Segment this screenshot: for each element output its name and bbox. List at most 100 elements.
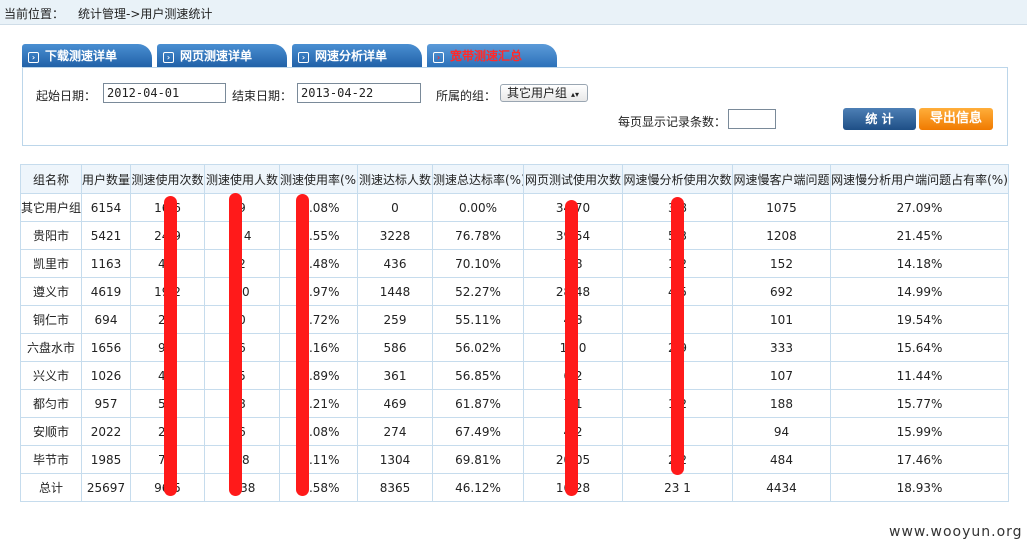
- table-cell: 107: [732, 361, 831, 390]
- tab-speed-analysis-detail[interactable]: › 网速分析详单: [292, 44, 422, 68]
- group-select[interactable]: 其它用户组 ▴▾: [500, 84, 588, 102]
- table-cell: 6 .16%: [279, 333, 358, 362]
- table-cell: 55.11%: [432, 305, 524, 334]
- header-user-count: 用户数量: [81, 164, 131, 194]
- table-cell: 24 9: [130, 221, 205, 250]
- table-cell: 1448: [357, 277, 433, 306]
- table-cell: 0: [357, 193, 433, 222]
- table-cell: 58: [204, 445, 280, 474]
- table-cell: 361: [357, 361, 433, 390]
- table-cell: 4 4: [204, 221, 280, 250]
- table-cell: 61.87%: [432, 389, 524, 418]
- table-cell: 7 8: [523, 249, 623, 278]
- tab-download-speed-detail[interactable]: › 下载测速详单: [22, 44, 152, 68]
- tab-web-speed-detail[interactable]: › 网页测速详单: [157, 44, 287, 68]
- table-cell: 7 1: [523, 389, 623, 418]
- table-cell: 5: [204, 361, 280, 390]
- end-date-label: 结束日期：: [232, 89, 293, 103]
- watermark: www.wooyun.org: [889, 524, 1023, 540]
- filter-panel: [22, 67, 1008, 146]
- table-cell: 18.93%: [830, 473, 1009, 502]
- header-qualified-rate: 测速总达标率(%): [432, 164, 524, 194]
- end-date-input[interactable]: 2013-04-22: [297, 83, 421, 103]
- chevron-updown-icon: ▴▾: [571, 90, 580, 99]
- table-cell: 4 8: [523, 305, 623, 334]
- start-date-label: 起始日期：: [36, 89, 97, 103]
- table-cell: 25697: [81, 473, 131, 502]
- table-cell: 都匀市: [20, 389, 82, 418]
- table-cell: 1208: [732, 221, 831, 250]
- table-cell: 6 .72%: [279, 305, 358, 334]
- header-web-test-count: 网页测试使用次数: [523, 164, 623, 194]
- table-cell: 46.12%: [432, 473, 524, 502]
- table-cell: 15.99%: [830, 417, 1009, 446]
- table-cell: 2 3: [130, 417, 205, 446]
- table-cell: 3228: [357, 221, 433, 250]
- table-cell: 2: [204, 249, 280, 278]
- table-cell: 7 6: [130, 445, 205, 474]
- table-cell: 0.00%: [432, 193, 524, 222]
- stat-button[interactable]: 统 计: [843, 108, 916, 130]
- table-cell: 5 .48%: [279, 249, 358, 278]
- table-cell: 69.81%: [432, 445, 524, 474]
- header-qualified-users: 测速达标人数: [357, 164, 433, 194]
- table-cell: 4619: [81, 277, 131, 306]
- table-cell: 1 60: [523, 333, 623, 362]
- arrow-right-icon: ›: [433, 52, 444, 63]
- arrow-right-icon: ›: [298, 52, 309, 63]
- page-size-input[interactable]: [728, 109, 776, 129]
- table-cell: 总计: [20, 473, 82, 502]
- table-header-row: 组名称 用户数量 测速使用次数 测速使用人数 测速使用率(%) 测速达标人数 测…: [20, 164, 1009, 194]
- table-row: 遵义市 4619 19 2 70 5 .97% 1448 52.27% 28 48 4 5 692…: [20, 277, 1009, 306]
- table-cell: 96 5: [130, 473, 205, 502]
- table-cell: 17.46%: [830, 445, 1009, 474]
- table-cell: 14.18%: [830, 249, 1009, 278]
- table-cell: 15.77%: [830, 389, 1009, 418]
- table-cell: 1656: [81, 333, 131, 362]
- table-cell: 9: [622, 361, 733, 390]
- table-cell: 1163: [81, 249, 131, 278]
- table-cell: 六盘水市: [20, 333, 82, 362]
- table-cell: 469: [357, 389, 433, 418]
- table-cell: 1304: [357, 445, 433, 474]
- table-cell: 4 9: [130, 361, 205, 390]
- table-cell: 贵阳市: [20, 221, 82, 250]
- table-cell: 5: [622, 417, 733, 446]
- table-cell: 0: [204, 305, 280, 334]
- table-cell: 152: [732, 249, 831, 278]
- export-button[interactable]: 导出信息: [919, 108, 993, 130]
- table-cell: 11.44%: [830, 361, 1009, 390]
- table-cell: 20 05: [523, 445, 623, 474]
- table-cell: 其它用户组: [20, 193, 82, 222]
- table-cell: 6 2: [523, 361, 623, 390]
- page-size-label: 每页显示记录条数：: [618, 115, 727, 129]
- table-cell: 1075: [732, 193, 831, 222]
- table-cell: 484: [732, 445, 831, 474]
- table-cell: 274: [357, 417, 433, 446]
- tab-broadband-summary[interactable]: › 宽带测速汇总: [427, 44, 557, 68]
- table-cell: 27.09%: [830, 193, 1009, 222]
- table-cell: 9 1: [130, 333, 205, 362]
- table-cell: 28 48: [523, 277, 623, 306]
- table-cell: 8 .08%: [279, 193, 358, 222]
- breadcrumb-label: 当前位置：: [4, 7, 65, 21]
- table-cell: 436: [357, 249, 433, 278]
- start-date-input[interactable]: 2012-04-01: [103, 83, 226, 103]
- table-cell: 56.85%: [432, 361, 524, 390]
- table-cell: 9 .11%: [279, 445, 358, 474]
- header-slow-analysis-count: 网速慢分析使用次数: [622, 164, 733, 194]
- table-cell: 6 .89%: [279, 361, 358, 390]
- table-cell: 凯里市: [20, 249, 82, 278]
- table-cell: 5421: [81, 221, 131, 250]
- table-cell: 5 2: [130, 389, 205, 418]
- table-cell: 16 6: [130, 193, 205, 222]
- table-cell: 2 9: [622, 333, 733, 362]
- table-cell: 15.64%: [830, 333, 1009, 362]
- top-bar: 当前位置： 统计管理->用户测速统计: [0, 0, 1027, 25]
- header-test-users: 测速使用人数: [204, 164, 280, 194]
- arrow-right-icon: ›: [163, 52, 174, 63]
- table-cell: 14.99%: [830, 277, 1009, 306]
